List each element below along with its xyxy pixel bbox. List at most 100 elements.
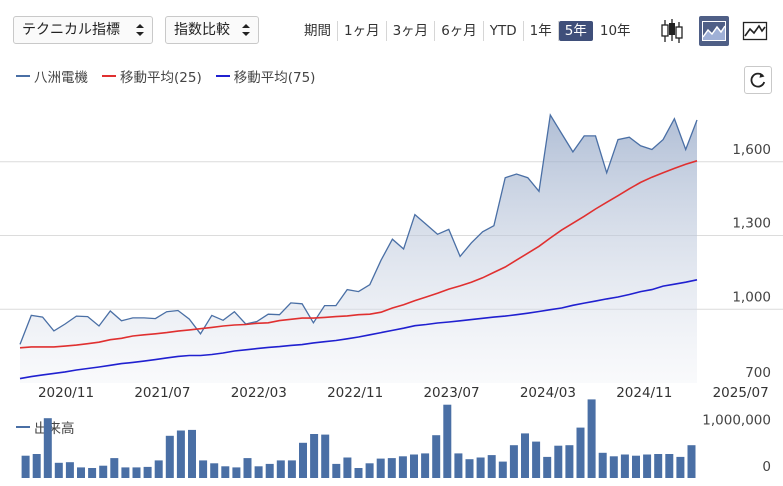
- volume-bar: [476, 457, 485, 478]
- price-line: [19, 113, 698, 345]
- chevron-updown-icon: [242, 24, 250, 36]
- price-legend: 八洲電機 移動平均(25) 移動平均(75): [16, 66, 329, 86]
- period-label: 期間: [298, 21, 338, 41]
- volume-bar: [654, 454, 663, 478]
- volume-bar: [199, 460, 208, 478]
- toolbar: テクニカル指標 指数比較 期間 1ヶ月 3ヶ月 6ヶ月 YTD 1年 5年 10…: [0, 0, 783, 62]
- volume-bar: [676, 456, 685, 478]
- volume-bar: [176, 430, 185, 478]
- volume-bar: [632, 455, 640, 478]
- volume-y-tick-label: 1,000,000: [702, 412, 771, 428]
- volume-bar: [88, 468, 97, 478]
- refresh-icon: [750, 72, 766, 88]
- volume-bar: [232, 467, 241, 478]
- legend-swatch-ma25: [102, 75, 116, 77]
- legend-swatch-volume: [16, 426, 30, 428]
- area-chart-icon: [702, 21, 726, 41]
- legend-label-price: 八洲電機: [34, 70, 88, 86]
- x-tick-label: 2023/07: [423, 385, 479, 401]
- volume-bar: [321, 434, 330, 478]
- volume-bar: [365, 463, 374, 478]
- volume-bar: [521, 433, 529, 478]
- volume-bar: [443, 404, 452, 478]
- period-3m[interactable]: 3ヶ月: [387, 21, 436, 41]
- period-5y[interactable]: 5年: [558, 21, 593, 41]
- legend-item-price[interactable]: 八洲電機: [16, 66, 88, 86]
- volume-bar: [77, 467, 85, 478]
- period-10y[interactable]: 10年: [599, 23, 631, 39]
- area-chart-button[interactable]: [699, 16, 729, 46]
- volume-bar: [276, 460, 285, 478]
- volume-bar: [532, 441, 541, 478]
- x-tick-label: 2022/11: [327, 385, 383, 401]
- volume-bar: [509, 445, 518, 478]
- x-tick-label: 2020/11: [38, 385, 94, 401]
- volume-bar: [287, 460, 296, 478]
- volume-bar: [343, 457, 352, 478]
- y-tick-label: 1,300: [732, 216, 771, 232]
- technical-indicator-select[interactable]: テクニカル指標: [13, 16, 153, 44]
- y-tick-label: 1,600: [732, 142, 771, 158]
- candlestick-icon: [661, 19, 683, 43]
- volume-bar: [554, 445, 563, 478]
- period-ytd[interactable]: YTD: [484, 21, 524, 41]
- period-6m[interactable]: 6ヶ月: [435, 21, 484, 41]
- legend-item-ma25[interactable]: 移動平均(25): [102, 66, 202, 86]
- volume-bar: [121, 467, 130, 478]
- volume-bar: [454, 453, 463, 478]
- volume-bar: [487, 455, 496, 478]
- y-tick-label: 1,000: [732, 289, 771, 305]
- volume-bar: [354, 468, 363, 478]
- volume-bars: [21, 399, 696, 478]
- volume-bar: [221, 466, 230, 478]
- volume-bar: [188, 429, 196, 478]
- volume-bar: [609, 456, 618, 478]
- price-area-fill: [20, 115, 697, 383]
- volume-bar: [576, 427, 585, 478]
- x-tick-label: 2024/11: [616, 385, 672, 401]
- x-tick-label: 2021/07: [134, 385, 190, 401]
- legend-swatch-price: [16, 75, 30, 77]
- volume-bar: [310, 434, 319, 478]
- volume-bar: [299, 442, 307, 478]
- volume-bar: [165, 435, 174, 478]
- candlestick-chart-button[interactable]: [657, 16, 687, 46]
- volume-bar: [421, 453, 430, 478]
- x-tick-label: 2025/07: [713, 385, 769, 401]
- x-tick-label: 2022/03: [231, 385, 287, 401]
- legend-label-ma25: 移動平均(25): [120, 70, 202, 86]
- volume-bar: [465, 459, 474, 478]
- volume-bar: [21, 455, 30, 478]
- volume-bar: [243, 458, 252, 478]
- volume-bar: [387, 458, 396, 478]
- volume-bar: [410, 454, 418, 478]
- volume-bar: [376, 458, 385, 478]
- volume-bar: [54, 462, 63, 478]
- reset-zoom-button[interactable]: [744, 66, 772, 94]
- volume-bar: [620, 454, 629, 478]
- period-selector: 期間 1ヶ月 3ヶ月 6ヶ月 YTD 1年 5年 10年: [298, 20, 637, 42]
- volume-bar: [665, 454, 674, 478]
- technical-indicator-label: テクニカル指標: [22, 22, 120, 38]
- period-1m[interactable]: 1ヶ月: [338, 21, 387, 41]
- period-1y[interactable]: 1年: [524, 21, 559, 41]
- x-tick-label: 2024/03: [520, 385, 576, 401]
- volume-y-axis: 1,000,000 0: [702, 412, 771, 475]
- legend-label-ma75: 移動平均(75): [233, 70, 316, 86]
- volume-bar: [143, 466, 152, 478]
- volume-bar: [43, 418, 52, 478]
- volume-bar: [154, 460, 163, 478]
- volume-y-tick-label: 0: [762, 459, 771, 475]
- volume-bar: [32, 454, 41, 478]
- volume-bar: [110, 458, 119, 478]
- x-axis: 2020/11 2021/07 2022/03 2022/11 2023/07 2024/…: [38, 385, 769, 401]
- volume-bar: [543, 456, 552, 478]
- legend-item-ma75[interactable]: 移動平均(75): [215, 66, 316, 86]
- volume-bar: [132, 467, 141, 478]
- line-chart-button[interactable]: [740, 16, 770, 46]
- index-compare-label: 指数比較: [174, 22, 230, 38]
- volume-bar: [332, 463, 341, 478]
- volume-bar: [210, 463, 219, 478]
- index-compare-select[interactable]: 指数比較: [165, 16, 259, 44]
